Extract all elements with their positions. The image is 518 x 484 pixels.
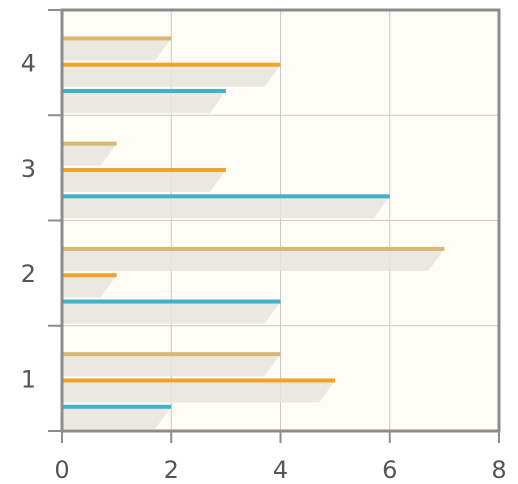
x-tick-label: 8: [491, 456, 506, 484]
bar: [62, 404, 172, 409]
bar-shadow: [62, 196, 390, 219]
bar: [62, 352, 281, 357]
bar-shadow: [62, 380, 336, 403]
bar-shadow: [62, 301, 281, 324]
bar-shadow: [62, 64, 281, 87]
bar: [62, 194, 390, 199]
x-tick-label: 4: [273, 456, 288, 484]
bar-shadow: [62, 406, 172, 429]
bar: [62, 246, 445, 251]
x-tick-label: 0: [54, 456, 69, 484]
bar: [62, 62, 281, 67]
bar-shadow: [62, 248, 445, 271]
bar-shadow: [62, 169, 226, 192]
bar: [62, 273, 117, 278]
x-tick-label: 2: [164, 456, 179, 484]
axes: [48, 8, 501, 443]
y-tick-label: 3: [21, 155, 36, 183]
bar-shadow: [62, 91, 226, 114]
bar-shadow: [62, 275, 117, 298]
x-tick-label: 6: [382, 456, 397, 484]
y-tick-label: 4: [21, 50, 36, 78]
bar-shadow: [62, 143, 117, 166]
bar: [62, 378, 336, 383]
bars: [62, 36, 445, 429]
tick-labels: 1 2 3 4 0 2 4 6 8: [21, 50, 507, 484]
bar-shadow: [62, 354, 281, 377]
bar: [62, 36, 172, 41]
bar: [62, 299, 281, 304]
bar-shadow: [62, 38, 172, 61]
bar: [62, 89, 226, 94]
bar: [62, 167, 226, 172]
bar: [62, 141, 117, 146]
y-tick-label: 2: [21, 260, 36, 288]
y-tick-label: 1: [21, 365, 36, 393]
